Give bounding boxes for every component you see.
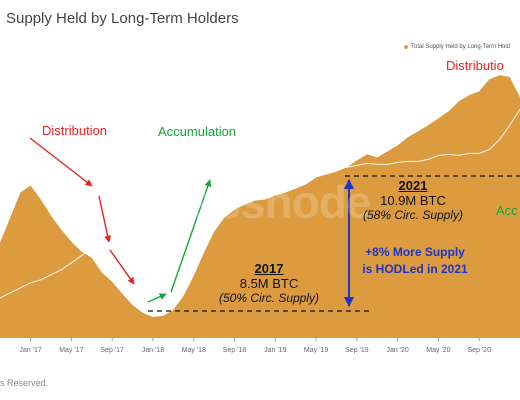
distribution-arrow-3 <box>109 249 135 285</box>
supply-area <box>0 75 520 338</box>
watermark: glassnode <box>152 176 372 228</box>
x-tick-label: May '17 <box>59 347 83 354</box>
annotation-2017-circ: (50% Circ. Supply) <box>218 291 320 305</box>
legend: Total Supply Held by Long-Term Hold <box>404 44 510 50</box>
legend-label: Total Supply Held by Long-Term Hold <box>411 44 511 50</box>
price-line-layer <box>0 109 520 299</box>
increase-annotation: +8% More Supply is HODLed in 2021 <box>354 244 476 278</box>
x-tick-label: Jan '19 <box>264 347 286 354</box>
price-line <box>0 109 520 299</box>
x-tick-label: Jan '18 <box>142 347 164 354</box>
annotation-2021-circ: (58% Circ. Supply) <box>362 208 464 222</box>
distribution-arrow-2 <box>98 195 112 243</box>
legend-swatch <box>404 45 408 49</box>
annotation-2021: 2021 10.9M BTC (58% Circ. Supply) <box>358 178 468 222</box>
chart-title: Supply Held by Long-Term Holders <box>6 10 239 27</box>
distribution-label-right: Distributio <box>446 58 504 73</box>
annotation-2017-year: 2017 <box>254 261 284 276</box>
increase-line-2: is HODLed in 2021 <box>362 262 468 276</box>
accumulation-arrow-1 <box>147 293 167 303</box>
x-tick-layer: Jan '17 May '17 Sep '17 Jan '18 May '18 Sep '… <box>19 338 491 354</box>
annotation-2021-year: 2021 <box>398 178 428 193</box>
distribution-arrow-1 <box>29 137 93 187</box>
supply-area-layer <box>0 75 520 338</box>
annotation-2017: 2017 8.5M BTC (50% Circ. Supply) <box>214 261 324 305</box>
increase-line-1: +8% More Supply <box>365 245 465 259</box>
x-tick-label: Sep '18 <box>223 347 247 354</box>
distribution-label-left: Distribution <box>42 123 108 138</box>
x-tick-label: Sep '20 <box>467 347 491 354</box>
x-tick-label: Jan '17 <box>19 347 41 354</box>
accumulation-arrow-2 <box>170 179 212 293</box>
accumulation-label: Accumulation <box>158 124 237 139</box>
x-tick-label: Sep '17 <box>100 347 124 354</box>
x-tick-label: May '19 <box>304 347 328 354</box>
x-tick-label: May '18 <box>182 347 206 354</box>
annotation-2021-btc: 10.9M BTC <box>380 193 446 208</box>
x-tick-label: Sep '19 <box>345 347 369 354</box>
x-tick-label: May '20 <box>426 347 450 354</box>
annotation-2017-btc: 8.5M BTC <box>239 276 299 291</box>
footer: s Reserved. <box>0 378 49 388</box>
accumulation-label-right: Acc <box>496 203 518 218</box>
x-tick-label: Jan '20 <box>386 347 408 354</box>
